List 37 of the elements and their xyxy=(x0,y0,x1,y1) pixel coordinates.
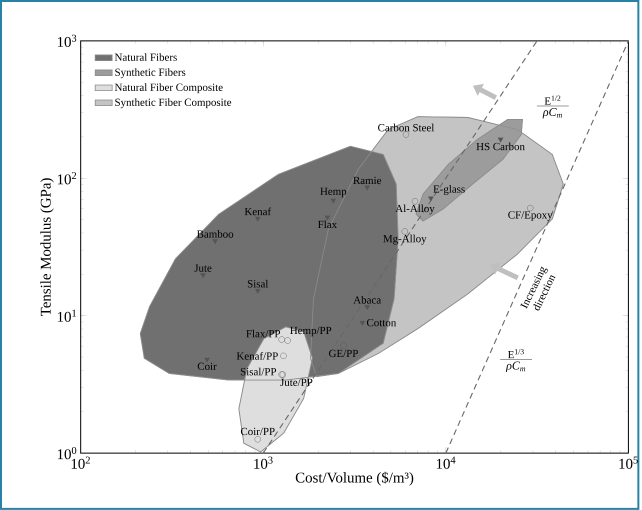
annotation: Hemp xyxy=(320,188,346,198)
annotation: Ramie xyxy=(353,176,382,184)
annotation: Jute xyxy=(194,264,212,272)
annotation: Bamboo xyxy=(196,230,234,238)
annotation: Flax xyxy=(318,220,337,228)
annotation: E-glass xyxy=(433,185,465,196)
annotation: CF/Epoxy xyxy=(508,211,553,221)
y-tick-label: 10$^{1}$ xyxy=(58,310,76,322)
y-tick-label: 10$^{0}$ xyxy=(58,447,76,460)
y-tick-label: 10$^{3}$ xyxy=(58,34,76,47)
y-axis-title: Tensile Modulus (GPa) xyxy=(40,178,54,316)
annotation: Coir xyxy=(198,362,217,370)
annotation: Jute/PP xyxy=(280,378,312,386)
annotation: Kenaf xyxy=(244,208,272,216)
x-tick-label: 10$^{4}$ xyxy=(436,456,456,469)
annotation: Al-Alloy xyxy=(395,204,435,214)
legend-label: Natural Fiber Composite xyxy=(114,83,223,94)
legend-label: Natural Fibers xyxy=(114,53,177,61)
annotation: Kenaf/PP xyxy=(236,352,278,360)
annotation: Coir/PP xyxy=(240,428,275,436)
y-tick-label: 10$^{2}$ xyxy=(58,172,76,184)
x-tick-label: 10$^{3}$ xyxy=(254,456,273,469)
legend-label: Synthetic Fibers xyxy=(115,68,186,78)
annotation: Mg-Alloy xyxy=(383,234,427,245)
annotation: Sisal/PP xyxy=(240,368,276,376)
annotation: Abaca xyxy=(353,296,381,304)
annotation: Carbon Steel xyxy=(378,124,434,132)
annotation: ρC$_{m}$ xyxy=(506,362,526,372)
annotation: GE/PP xyxy=(329,350,358,358)
annotation: HS Carbon xyxy=(476,142,525,150)
annotation: Sisal xyxy=(248,280,268,288)
legend-label: Synthetic Fiber Composite xyxy=(115,98,232,108)
annotation: E$^{1/2}$ xyxy=(544,96,560,105)
x-axis-title: Cost/Volume ($/m³) xyxy=(296,472,414,486)
annotation: E$^{1/3}$ xyxy=(508,349,524,358)
x-tick-label: 10$^{2}$ xyxy=(72,456,90,469)
annotation: ρC$_{m}$ xyxy=(542,108,562,118)
